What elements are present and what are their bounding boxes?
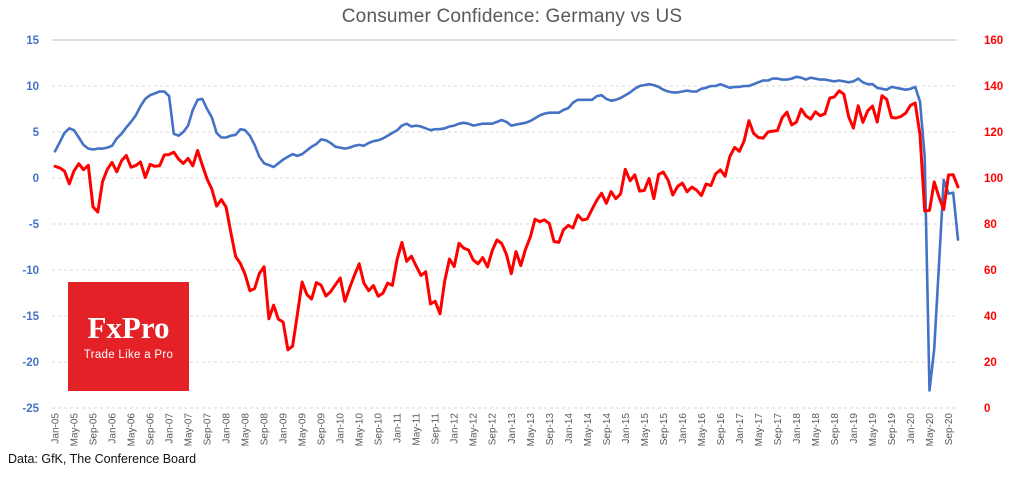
svg-text:May-11: May-11 [412,413,423,446]
svg-text:Sep-12: Sep-12 [488,413,499,446]
svg-text:Jan-19: Jan-19 [849,413,860,444]
svg-text:May-19: May-19 [868,413,879,447]
svg-text:100: 100 [984,173,1003,185]
svg-text:10: 10 [26,81,39,93]
svg-text:May-12: May-12 [469,413,480,447]
fxpro-logo: FxPro Trade Like a Pro [68,282,189,391]
svg-text:-20: -20 [22,357,39,369]
svg-text:May-05: May-05 [70,413,81,447]
svg-text:40: 40 [984,311,997,323]
svg-text:Sep-06: Sep-06 [146,413,157,446]
svg-text:-15: -15 [22,311,39,323]
svg-text:-5: -5 [29,219,40,231]
svg-text:Jan-16: Jan-16 [678,413,689,444]
svg-text:Sep-07: Sep-07 [203,413,214,446]
svg-text:Jan-14: Jan-14 [564,413,575,444]
svg-text:May-17: May-17 [754,413,765,447]
svg-text:Jan-05: Jan-05 [51,413,62,444]
svg-text:Sep-11: Sep-11 [431,413,442,445]
svg-text:Sep-13: Sep-13 [545,413,556,446]
svg-text:0: 0 [33,173,39,185]
svg-text:Sep-17: Sep-17 [773,413,784,446]
svg-text:20: 20 [984,357,997,369]
svg-text:May-08: May-08 [241,413,252,447]
svg-text:Sep-15: Sep-15 [659,413,670,446]
svg-text:60: 60 [984,265,997,277]
svg-text:May-06: May-06 [127,413,138,447]
svg-text:80: 80 [984,219,997,231]
svg-text:Jan-12: Jan-12 [450,413,461,444]
svg-text:Jan-20: Jan-20 [906,413,917,444]
y-axis-right-labels: 160 140 120 100 80 60 40 20 0 [984,35,1003,415]
svg-text:May-16: May-16 [697,413,708,447]
svg-text:Sep-10: Sep-10 [374,413,385,446]
svg-text:-10: -10 [22,265,39,277]
svg-text:160: 160 [984,35,1003,47]
svg-text:Jan-15: Jan-15 [621,413,632,444]
svg-text:Jan-13: Jan-13 [507,413,518,444]
chart-title: Consumer Confidence: Germany vs US [341,6,683,27]
svg-text:Jan-09: Jan-09 [279,413,290,444]
svg-text:Jan-07: Jan-07 [165,413,176,444]
svg-text:Jan-17: Jan-17 [735,413,746,444]
svg-text:Sep-09: Sep-09 [317,413,328,446]
svg-text:120: 120 [984,127,1003,139]
svg-text:May-18: May-18 [811,413,822,447]
svg-text:Sep-14: Sep-14 [602,413,613,446]
svg-text:Jan-11: Jan-11 [393,413,404,443]
svg-text:Jan-10: Jan-10 [336,413,347,444]
svg-text:Sep-16: Sep-16 [716,413,727,446]
svg-text:Jan-08: Jan-08 [222,413,233,444]
svg-text:Sep-19: Sep-19 [887,413,898,446]
data-source-note: Data: GfK, The Conference Board [8,452,197,466]
svg-text:140: 140 [984,81,1003,93]
svg-text:15: 15 [26,35,39,47]
svg-text:0: 0 [984,403,990,415]
svg-text:May-13: May-13 [526,413,537,447]
svg-text:May-14: May-14 [583,413,594,447]
svg-text:May-10: May-10 [355,413,366,447]
svg-text:-25: -25 [22,403,39,415]
svg-text:Jan-18: Jan-18 [792,413,803,444]
fxpro-logo-tagline: Trade Like a Pro [83,349,174,361]
gridlines [52,39,957,409]
svg-text:Sep-08: Sep-08 [260,413,271,446]
svg-text:Jan-06: Jan-06 [108,413,119,444]
germany-line [53,75,960,392]
us-line [53,89,960,352]
fxpro-logo-wordmark: FxPro [87,310,170,345]
svg-text:May-15: May-15 [640,413,651,447]
svg-text:Sep-20: Sep-20 [944,413,955,446]
svg-text:May-20: May-20 [925,413,936,447]
svg-text:Sep-05: Sep-05 [89,413,100,446]
svg-text:May-07: May-07 [184,413,195,447]
x-axis-labels: Jan-05 May-05 Sep-05 Jan-06 May-06 Sep-06 Jan-… [51,413,955,447]
svg-text:5: 5 [33,127,40,139]
svg-text:Sep-18: Sep-18 [830,413,841,446]
y-axis-left-labels: 15 10 5 0 -5 -10 -15 -20 -25 [22,35,39,415]
svg-text:May-09: May-09 [298,413,309,447]
